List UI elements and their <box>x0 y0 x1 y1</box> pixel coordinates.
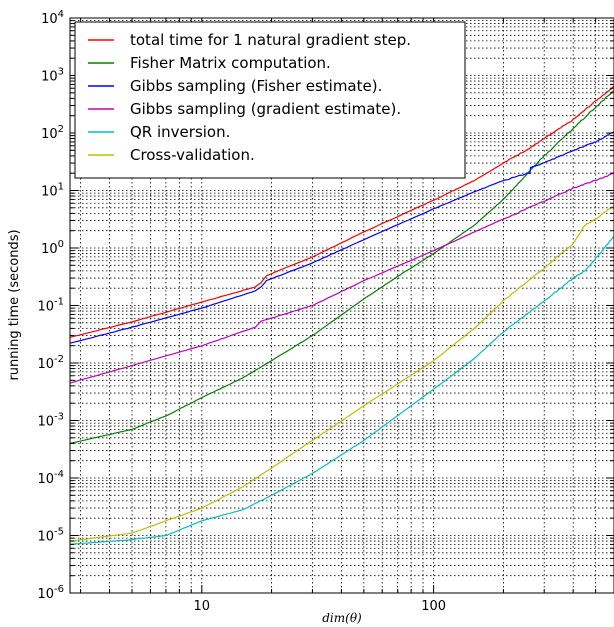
y-tick-label: 102 <box>41 124 64 142</box>
legend-label: Gibbs sampling (gradient estimate). <box>130 100 401 118</box>
series-line <box>69 204 614 542</box>
y-tick-label: 10-2 <box>37 354 64 372</box>
x-tick-label: 10 <box>194 599 211 614</box>
y-tick-label: 104 <box>41 9 64 27</box>
legend-box <box>74 21 466 179</box>
y-tick-label: 10-5 <box>37 527 64 545</box>
legend-label: Fisher Matrix computation. <box>130 54 331 72</box>
x-axis-label: dim(θ) <box>322 611 362 625</box>
x-tick-label: 100 <box>421 599 446 614</box>
legend-label: Cross-validation. <box>130 146 255 164</box>
series-line <box>69 235 614 545</box>
y-tick-label: 100 <box>41 239 64 257</box>
series-line <box>69 89 614 444</box>
series-line <box>69 172 614 384</box>
legend-label: QR inversion. <box>130 123 230 141</box>
y-tick-label: 103 <box>41 67 64 85</box>
axis-ticks: 10 100 10-6 10-5 10-4 10-3 10-2 10-1 100 101 102 10… <box>37 9 614 614</box>
y-tick-label: 10-3 <box>37 412 64 430</box>
series-line <box>69 131 614 344</box>
y-tick-label: 10-4 <box>37 469 64 487</box>
series-lines <box>69 85 614 545</box>
legend-label: Gibbs sampling (Fisher estimate). <box>130 77 382 95</box>
y-tick-label: 101 <box>41 182 64 200</box>
y-tick-label: 10-1 <box>37 297 64 315</box>
legend-label: total time for 1 natural gradient step. <box>130 31 411 49</box>
y-axis-label: running time (seconds) <box>7 229 22 380</box>
y-tick-label: 10-6 <box>37 584 64 602</box>
legend: total time for 1 natural gradient step. F… <box>74 21 466 179</box>
series-line <box>69 85 614 338</box>
